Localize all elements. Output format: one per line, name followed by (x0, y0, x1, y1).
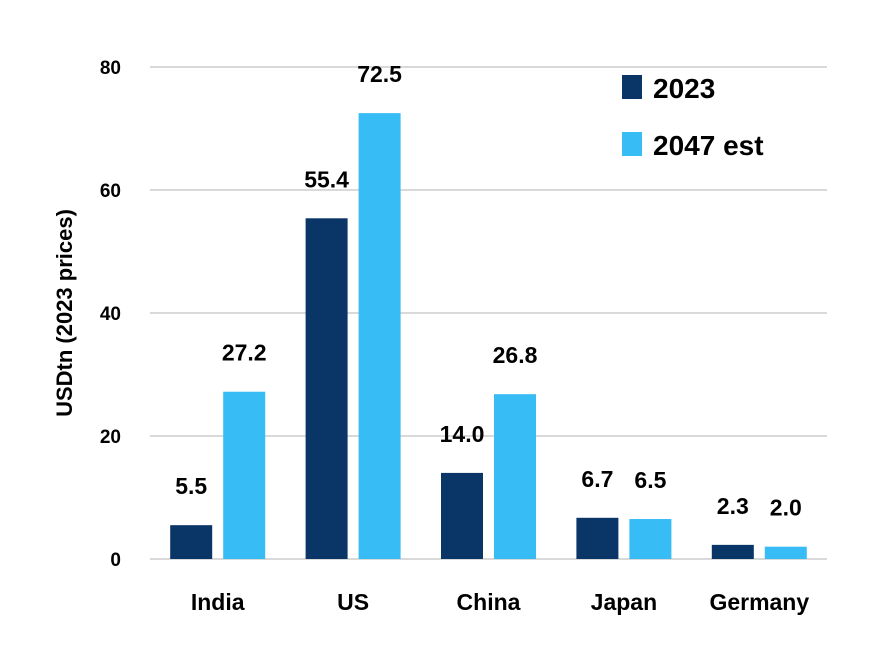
bar-germany-2023 (711, 544, 754, 559)
bar-india-2047-est (223, 391, 266, 559)
data-label-japan-2023: 6.7 (581, 466, 613, 492)
x-category-label-china: China (457, 589, 521, 615)
data-label-china-2047-est: 26.8 (493, 342, 538, 368)
data-label-us-2047-est: 72.5 (357, 61, 402, 87)
legend: 2023 2047 est (622, 73, 764, 161)
bars (170, 113, 807, 560)
bar-india-2023 (170, 525, 213, 559)
x-category-label-india: India (191, 589, 245, 615)
bar-germany-2047-est (764, 546, 807, 559)
bar-us-2047-est (358, 113, 401, 559)
data-labels: 5.5 27.2 55.4 72.5 14.0 26.8 6.7 6.5 2.3 2.0 (175, 61, 802, 521)
legend-label-2023: 2023 (653, 73, 715, 104)
y-tick-label-40: 40 (100, 304, 121, 325)
y-tick-label-0: 0 (110, 550, 121, 571)
x-category-label-us: US (337, 589, 369, 615)
x-category-label-japan: Japan (591, 589, 657, 615)
bar-us-2023 (305, 218, 348, 560)
legend-label-2047-est: 2047 est (653, 130, 764, 161)
data-label-us-2023: 55.4 (304, 166, 349, 192)
bar-japan-2023 (576, 517, 619, 559)
data-label-japan-2047-est: 6.5 (634, 467, 666, 493)
legend-swatch-2023 (622, 75, 642, 99)
data-label-germany-2023: 2.3 (717, 493, 749, 519)
y-tick-label-60: 60 (100, 181, 121, 202)
y-tick-label-80: 80 (100, 58, 121, 79)
y-axis-ticks: 0 20 40 60 80 (100, 58, 121, 571)
bar-china-2047-est (494, 394, 536, 559)
x-axis-categories: India US China Japan Germany (191, 589, 810, 615)
data-label-india-2047-est: 27.2 (222, 340, 267, 366)
y-tick-label-20: 20 (100, 427, 121, 448)
x-category-label-germany: Germany (709, 589, 809, 615)
data-label-india-2023: 5.5 (175, 473, 207, 499)
data-label-germany-2047-est: 2.0 (770, 495, 802, 521)
bar-china-2023 (441, 472, 483, 559)
data-label-china-2023: 14.0 (440, 421, 485, 447)
y-axis-title: USDtn (2023 prices) (52, 209, 77, 417)
legend-swatch-2047-est (622, 132, 642, 156)
bar-japan-2047-est (629, 519, 672, 559)
